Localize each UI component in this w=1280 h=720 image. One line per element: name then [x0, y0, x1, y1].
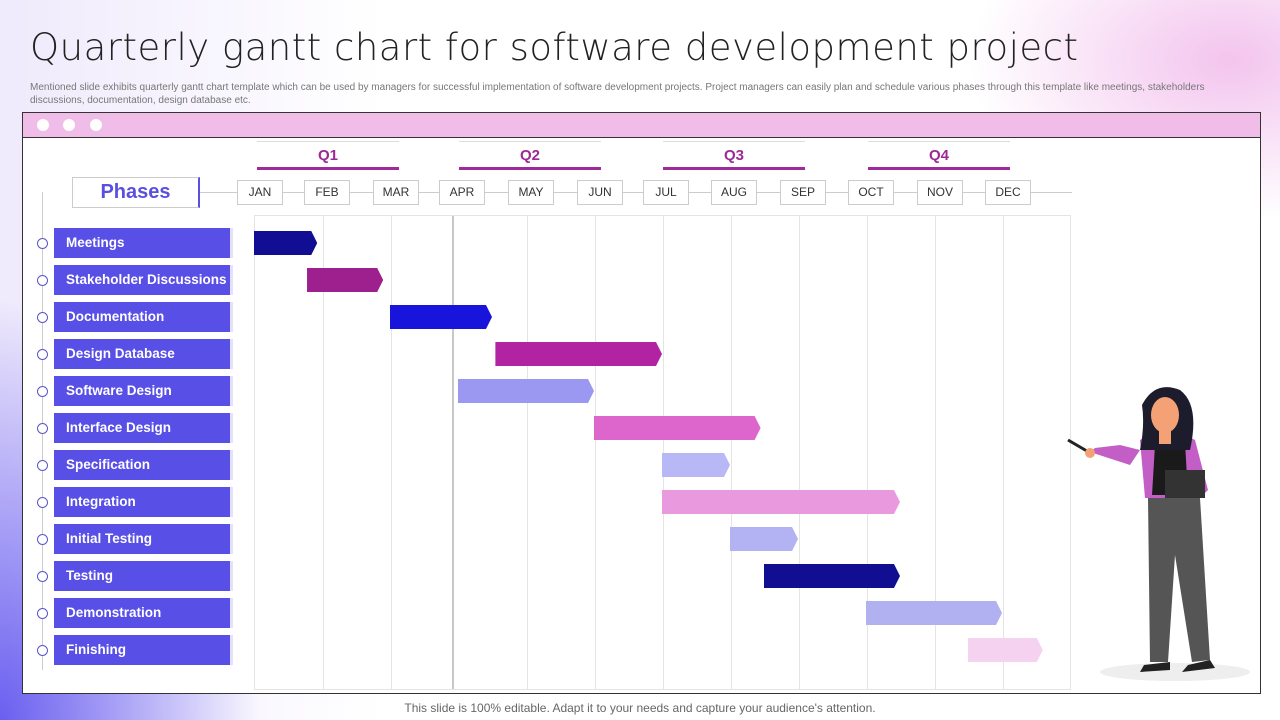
grid-line	[452, 216, 454, 689]
month-nov: NOV	[917, 180, 963, 205]
month-aug: AUG	[711, 180, 757, 205]
phase-label: Demonstration	[54, 598, 233, 628]
grid-line	[663, 216, 664, 689]
window-dot	[90, 119, 102, 131]
month-jul: JUL	[643, 180, 689, 205]
month-dec: DEC	[985, 180, 1031, 205]
gantt-bar-interface-design	[594, 416, 761, 440]
quarter-q4: Q4	[868, 141, 1010, 170]
grid-line	[1003, 216, 1004, 689]
phase-marker	[37, 571, 48, 582]
gantt-bar-finishing	[968, 638, 1043, 662]
grid-line	[935, 216, 936, 689]
footer-note: This slide is 100% editable. Adapt it to…	[404, 701, 876, 715]
gantt-grid	[254, 215, 1071, 690]
month-mar: MAR	[373, 180, 419, 205]
phase-marker	[37, 460, 48, 471]
month-sep: SEP	[780, 180, 826, 205]
grid-line	[799, 216, 800, 689]
phase-label: Meetings	[54, 228, 233, 258]
phase-label: Design Database	[54, 339, 233, 369]
month-jan: JAN	[237, 180, 283, 205]
quarter-q3: Q3	[663, 141, 805, 170]
window-dot	[63, 119, 75, 131]
gantt-bar-demonstration	[866, 601, 1002, 625]
phase-marker	[37, 386, 48, 397]
phase-label: Finishing	[54, 635, 233, 665]
month-feb: FEB	[304, 180, 350, 205]
phase-label: Integration	[54, 487, 233, 517]
gantt-bar-stakeholder-discussions	[307, 268, 383, 292]
phase-marker	[37, 423, 48, 434]
quarter-q2: Q2	[459, 141, 601, 170]
phase-marker	[37, 312, 48, 323]
gantt-bar-design-database	[495, 342, 662, 366]
page-subtitle: Mentioned slide exhibits quarterly gantt…	[30, 82, 1205, 106]
gantt-bar-initial-testing	[730, 527, 798, 551]
grid-line	[867, 216, 868, 689]
phase-label: Testing	[54, 561, 233, 591]
phase-marker	[37, 534, 48, 545]
gantt-bar-software-design	[458, 379, 594, 403]
phase-marker	[37, 497, 48, 508]
month-apr: APR	[439, 180, 485, 205]
window-dot	[37, 119, 49, 131]
gantt-bar-documentation	[390, 305, 492, 329]
phase-marker	[37, 275, 48, 286]
phase-label: Initial Testing	[54, 524, 233, 554]
month-may: MAY	[508, 180, 554, 205]
phase-label: Specification	[54, 450, 233, 480]
gantt-bar-integration	[662, 490, 900, 514]
gantt-bar-specification	[662, 453, 730, 477]
grid-line	[527, 216, 528, 689]
phase-marker	[37, 238, 48, 249]
phase-label: Software Design	[54, 376, 233, 406]
month-jun: JUN	[577, 180, 623, 205]
month-oct: OCT	[848, 180, 894, 205]
grid-line	[731, 216, 732, 689]
phase-label: Documentation	[54, 302, 233, 332]
phase-marker	[37, 608, 48, 619]
quarter-q1: Q1	[257, 141, 399, 170]
grid-line	[595, 216, 596, 689]
grid-line	[391, 216, 392, 689]
phase-marker	[37, 645, 48, 656]
phase-marker	[37, 349, 48, 360]
page-title: Quarterly gantt chart for software devel…	[30, 26, 1079, 69]
grid-line	[323, 216, 324, 689]
phases-header: Phases	[72, 177, 200, 208]
gantt-bar-testing	[764, 564, 900, 588]
gantt-bar-meetings	[254, 231, 317, 255]
phase-label: Stakeholder Discussions	[54, 265, 233, 295]
phase-label: Interface Design	[54, 413, 233, 443]
month-connector-line	[200, 192, 1072, 193]
window-title-bar	[23, 113, 1260, 138]
presenter-illustration	[1067, 387, 1250, 681]
